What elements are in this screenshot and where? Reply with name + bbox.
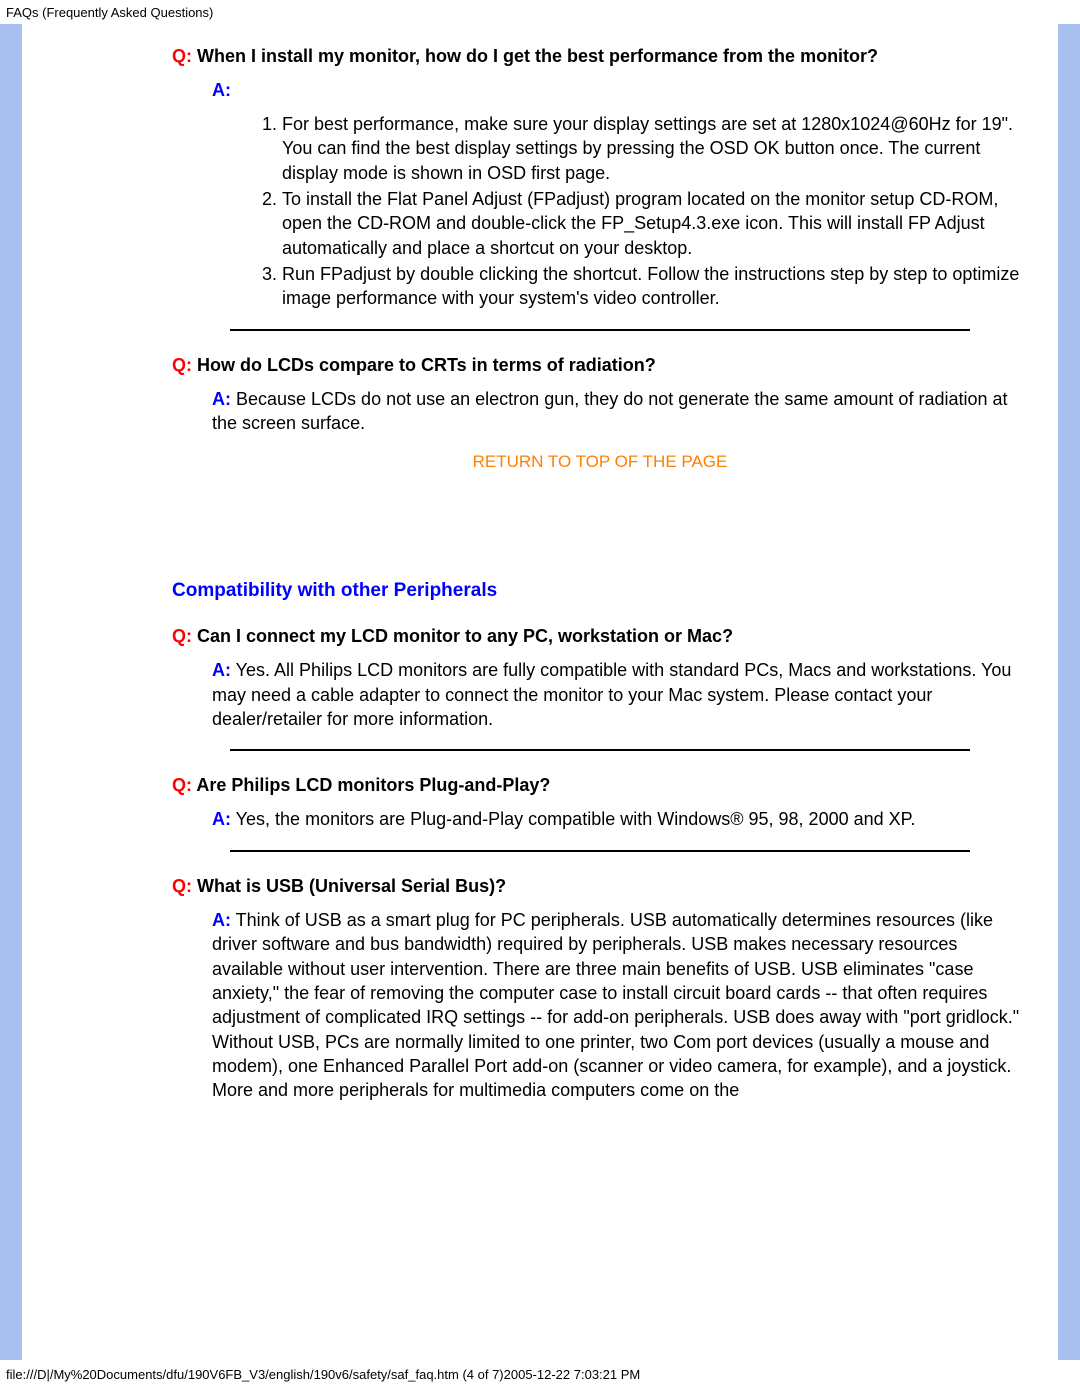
- faq-answer-5: A: Think of USB as a smart plug for PC p…: [212, 908, 1028, 1102]
- faq-question-4: Q: Are Philips LCD monitors Plug-and-Pla…: [172, 773, 1028, 797]
- faq-question-3: Q: Can I connect my LCD monitor to any P…: [172, 624, 1028, 648]
- a-text: Because LCDs do not use an electron gun,…: [212, 389, 1008, 433]
- q-text: What is USB (Universal Serial Bus)?: [192, 876, 506, 896]
- q-prefix: Q:: [172, 876, 192, 896]
- a-prefix: A:: [212, 80, 231, 100]
- faq-answer-list-1: For best performance, make sure your dis…: [172, 112, 1028, 310]
- faq-answer-4: A: Yes, the monitors are Plug-and-Play c…: [212, 807, 1028, 831]
- return-to-top-link[interactable]: RETURN TO TOP OF THE PAGE: [473, 452, 728, 471]
- a-text: Yes. All Philips LCD monitors are fully …: [212, 660, 1011, 729]
- section-title-compatibility: Compatibility with other Peripherals: [172, 578, 1028, 604]
- return-to-top: RETURN TO TOP OF THE PAGE: [172, 449, 1028, 474]
- separator: [230, 749, 970, 751]
- spacer: [172, 502, 1028, 538]
- a-prefix: A:: [212, 809, 231, 829]
- faq-answer-3: A: Yes. All Philips LCD monitors are ful…: [212, 658, 1028, 731]
- window-title: FAQs (Frequently Asked Questions): [0, 0, 1080, 24]
- a-text: Think of USB as a smart plug for PC peri…: [212, 910, 1019, 1100]
- faq-answer-label-1: A:: [212, 78, 1028, 102]
- faq-question-2: Q: How do LCDs compare to CRTs in terms …: [172, 353, 1028, 377]
- a-prefix: A:: [212, 389, 231, 409]
- separator: [230, 850, 970, 852]
- a-prefix: A:: [212, 660, 231, 680]
- list-item: To install the Flat Panel Adjust (FPadju…: [282, 187, 1028, 260]
- document-body: Q: When I install my monitor, how do I g…: [22, 24, 1058, 1360]
- q-text: When I install my monitor, how do I get …: [192, 46, 878, 66]
- q-prefix: Q:: [172, 626, 192, 646]
- list-item: For best performance, make sure your dis…: [282, 112, 1028, 185]
- q-text: Are Philips LCD monitors Plug-and-Play?: [192, 775, 550, 795]
- separator: [230, 329, 970, 331]
- faq-question-5: Q: What is USB (Universal Serial Bus)?: [172, 874, 1028, 898]
- outer-frame: Q: When I install my monitor, how do I g…: [0, 24, 1080, 1360]
- content-column: Q: When I install my monitor, how do I g…: [172, 24, 1028, 1103]
- faq-answer-2: A: Because LCDs do not use an electron g…: [212, 387, 1028, 436]
- faq-question-1: Q: When I install my monitor, how do I g…: [172, 44, 1028, 68]
- list-item: Run FPadjust by double clicking the shor…: [282, 262, 1028, 311]
- q-prefix: Q:: [172, 775, 192, 795]
- q-prefix: Q:: [172, 46, 192, 66]
- q-prefix: Q:: [172, 355, 192, 375]
- q-text: Can I connect my LCD monitor to any PC, …: [192, 626, 733, 646]
- q-text: How do LCDs compare to CRTs in terms of …: [192, 355, 656, 375]
- a-text: Yes, the monitors are Plug-and-Play comp…: [231, 809, 915, 829]
- page-root: FAQs (Frequently Asked Questions) Q: Whe…: [0, 0, 1080, 1387]
- footer-path: file:///D|/My%20Documents/dfu/190V6FB_V3…: [0, 1360, 1080, 1388]
- a-prefix: A:: [212, 910, 231, 930]
